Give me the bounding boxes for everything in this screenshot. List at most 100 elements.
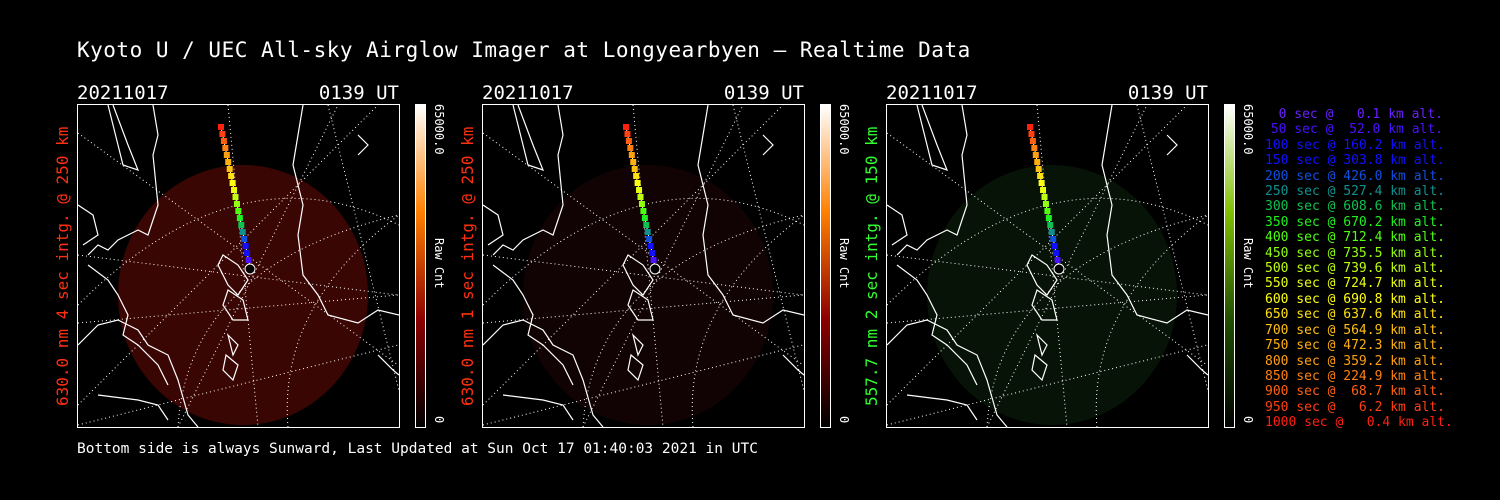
trajectory-point	[1034, 159, 1041, 165]
current-position-marker	[649, 263, 661, 275]
trajectory-point	[631, 166, 638, 172]
trajectory-point	[640, 208, 647, 214]
legend-entry: 300 sec @ 608.6 km alt.	[1265, 199, 1446, 215]
trajectory-legend: 0 sec @ 0.1 km alt. 50 sec @ 52.0 km alt.…	[1265, 107, 1453, 431]
trajectory-point	[223, 152, 230, 158]
current-position-marker	[1053, 263, 1065, 275]
legend-entry: 250 sec @ 527.4 km alt.	[1265, 184, 1446, 200]
trajectory-point	[226, 166, 233, 172]
coastline	[292, 104, 400, 324]
trajectory-point	[225, 159, 232, 165]
coastline	[377, 354, 400, 376]
trajectory-point	[646, 236, 653, 242]
trajectory-point	[245, 257, 252, 263]
grid-line	[482, 254, 804, 296]
trajectory-point	[1047, 222, 1054, 228]
footer-note: Bottom side is always Sunward, Last Upda…	[77, 441, 758, 457]
trajectory-point	[244, 250, 251, 256]
trajectory-point	[1042, 201, 1049, 207]
grid-line	[77, 104, 379, 406]
legend-entry: 600 sec @ 690.8 km alt.	[1265, 291, 1446, 307]
panel-time: 0139 UT	[318, 82, 399, 104]
coastline	[697, 104, 805, 324]
legend-entry: 400 sec @ 712.4 km alt.	[1265, 230, 1446, 246]
panel-time: 0139 UT	[723, 82, 804, 104]
legend-entry: 1000 sec @ 0.4 km alt.	[1265, 415, 1453, 431]
colorbar-min: 0	[432, 416, 446, 424]
legend-entry: 500 sec @ 739.6 km alt.	[1265, 261, 1446, 277]
trajectory-point	[1035, 166, 1042, 172]
trajectory-point	[623, 124, 629, 130]
coastline	[512, 104, 545, 171]
trajectory-point	[1027, 124, 1033, 130]
legend-entry: 900 sec @ 68.7 km alt.	[1265, 384, 1446, 400]
coastline	[226, 333, 239, 357]
trajectory-point	[643, 222, 650, 228]
trajectory-point	[236, 215, 243, 221]
coastline	[222, 353, 239, 382]
colorbar	[415, 104, 426, 428]
image-panel-1: 20211017 0139 UT 630.0 nm 4 sec intg. @ …	[53, 80, 457, 435]
trajectory-point	[1053, 250, 1060, 256]
coastline	[107, 104, 140, 171]
trajectory-point	[242, 243, 249, 249]
colorbar-min: 0	[1241, 416, 1255, 424]
coastline	[762, 134, 774, 156]
legend-entry: 750 sec @ 472.3 km alt.	[1265, 338, 1446, 354]
trajectory-point	[1045, 215, 1052, 221]
allsky-image	[482, 104, 814, 428]
colorbar	[820, 104, 831, 428]
map-overlay	[77, 104, 409, 428]
grid-line	[482, 294, 804, 324]
trajectory-point	[650, 257, 657, 263]
coastline	[627, 289, 654, 321]
coastline	[906, 394, 978, 421]
trajectory-point	[649, 250, 656, 256]
trajectory-point	[1028, 131, 1035, 137]
grid-line	[886, 294, 1208, 324]
map-overlay	[482, 104, 814, 428]
trajectory-point	[633, 173, 640, 179]
trajectory-point	[630, 159, 637, 165]
coastline	[217, 254, 249, 296]
trajectory-point	[625, 138, 632, 144]
trajectory-point	[231, 187, 238, 193]
trajectory-point	[638, 201, 645, 207]
trajectory-point	[220, 138, 227, 144]
panel-date: 20211017	[886, 82, 978, 104]
sky-field	[523, 165, 773, 425]
legend-entry: 650 sec @ 637.6 km alt.	[1265, 307, 1446, 323]
trajectory-point	[218, 124, 224, 130]
coastline	[782, 354, 805, 376]
trajectory-point	[627, 145, 634, 151]
grid-line	[77, 254, 399, 296]
trajectory-point	[222, 145, 229, 151]
coastline	[631, 333, 644, 357]
trajectory-point	[1032, 152, 1039, 158]
coastline	[87, 264, 169, 386]
coastline	[222, 289, 249, 321]
panel-ylabel: 630.0 nm 1 sec intg. @ 250 km	[458, 126, 477, 406]
coastline	[622, 254, 654, 296]
sky-field	[927, 165, 1177, 425]
trajectory-point	[1040, 187, 1047, 193]
colorbar-max: 65000.0	[432, 104, 446, 155]
current-position-marker	[244, 263, 256, 275]
trajectory-point	[1041, 194, 1048, 200]
legend-entry: 150 sec @ 303.8 km alt.	[1265, 153, 1446, 169]
coastline	[886, 319, 1008, 428]
legend-entry: 50 sec @ 52.0 km alt.	[1270, 122, 1443, 138]
coastline	[502, 394, 574, 421]
image-panel-2: 20211017 0139 UT 630.0 nm 1 sec intg. @ …	[458, 80, 862, 435]
colorbar-label: Raw Cnt	[432, 238, 446, 289]
sky-field	[118, 165, 368, 425]
coastline	[482, 319, 604, 428]
trajectory-point	[1048, 229, 1055, 235]
coastline	[1186, 354, 1209, 376]
panel-ylabel: 630.0 nm 4 sec intg. @ 250 km	[53, 126, 72, 406]
coastline	[87, 104, 159, 256]
coastline	[357, 134, 369, 156]
coastline	[1031, 289, 1058, 321]
coastline	[896, 264, 978, 386]
legend-entry: 200 sec @ 426.0 km alt.	[1265, 168, 1446, 184]
